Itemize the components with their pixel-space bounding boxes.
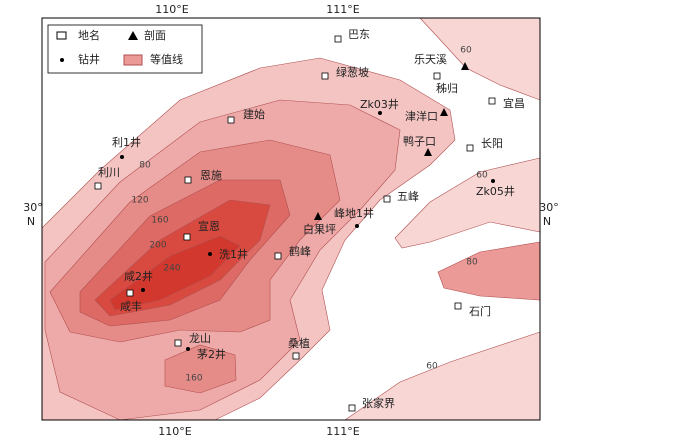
- contour-label: 60: [426, 362, 438, 372]
- profile-label: 白果坪: [303, 222, 336, 236]
- place-marker: [174, 339, 182, 347]
- place-marker: [274, 252, 282, 260]
- profile-label: 乐天溪: [414, 53, 447, 66]
- well-label: 利1井: [112, 135, 141, 149]
- profile-label: 鸭子口: [403, 135, 436, 148]
- well-label: 峰地1井: [334, 206, 374, 220]
- contour-label: 80: [466, 258, 478, 268]
- place-marker: [321, 72, 329, 80]
- place-marker: [292, 352, 300, 360]
- contour-label: 200: [149, 241, 166, 251]
- contour-label: 160: [151, 216, 168, 226]
- place-marker: [94, 182, 102, 190]
- place-marker: [488, 97, 496, 105]
- place-marker: [433, 72, 441, 80]
- place-label: 宣恩: [198, 219, 220, 233]
- place-marker: [454, 302, 462, 310]
- contour-label: 240: [163, 264, 180, 274]
- place-label: 巴东: [348, 28, 370, 41]
- place-marker: [126, 289, 134, 297]
- well-label: 咸2井: [124, 269, 153, 283]
- well-marker: [378, 111, 382, 115]
- contour-area: [164, 344, 237, 394]
- well-label: Zk05井: [476, 184, 515, 198]
- profile-marker: [424, 148, 432, 156]
- place-marker: [184, 176, 192, 184]
- axis-label: 30°: [23, 201, 43, 214]
- place-label: 五峰: [397, 190, 419, 203]
- contours: [41, 17, 541, 421]
- place-label: 恩施: [200, 169, 222, 182]
- legend-label: 剖面: [144, 28, 166, 42]
- legend-label: 地名: [78, 28, 100, 42]
- place-marker: [383, 195, 391, 203]
- well-marker: [491, 179, 495, 183]
- contour-label: 80: [139, 161, 151, 171]
- well-marker: [208, 252, 212, 256]
- profile-marker: [440, 108, 448, 116]
- contour-label: 160: [185, 374, 202, 384]
- place-label: 建始: [243, 107, 265, 121]
- well-marker: [186, 347, 190, 351]
- well-marker: [355, 224, 359, 228]
- place-label: 龙山: [189, 332, 211, 345]
- place-label: 石门: [469, 304, 491, 318]
- profile-label: 津洋口: [405, 109, 438, 123]
- legend-place-icon: [56, 31, 67, 40]
- profile-marker: [461, 62, 469, 70]
- place-marker: [183, 233, 191, 241]
- place-marker: [348, 404, 356, 412]
- legend-label: 等值线: [150, 52, 183, 66]
- place-label: 张家界: [362, 396, 395, 410]
- place-marker: [227, 116, 235, 124]
- well-marker: [120, 155, 124, 159]
- legend-well-icon: [60, 58, 64, 62]
- well-label: 茅2井: [197, 347, 226, 361]
- axis-label: 110°E: [155, 3, 188, 16]
- legend-label: 钻井: [78, 52, 100, 66]
- place-label: 桑植: [288, 336, 310, 350]
- legend-contour-icon: [123, 54, 143, 66]
- place-label: 宜昌: [503, 96, 525, 110]
- place-label: 利川: [98, 166, 120, 179]
- axis-label: 110°E: [158, 425, 191, 438]
- axis-label: 111°E: [326, 425, 359, 438]
- place-marker: [466, 144, 474, 152]
- place-marker: [334, 35, 342, 43]
- place-label: 鹤峰: [289, 244, 311, 258]
- contour-label: 60: [460, 46, 472, 56]
- place-label: 长阳: [481, 137, 503, 150]
- profile-marker: [314, 212, 322, 220]
- place-label: 秭归: [436, 81, 458, 95]
- axis-label: 30°: [539, 201, 559, 214]
- axis-label: 111°E: [326, 3, 359, 16]
- well-label: 洗1井: [219, 247, 248, 261]
- axis-label: N: [27, 215, 35, 228]
- legend-profile-icon: [128, 31, 138, 40]
- contour-label: 60: [476, 171, 488, 181]
- well-label: Zk03井: [360, 97, 399, 111]
- well-marker: [141, 288, 145, 292]
- place-label: 绿葱坡: [336, 65, 369, 79]
- map-frame: [41, 17, 541, 421]
- contour-label: 120: [131, 196, 148, 206]
- axis-label: N: [543, 215, 551, 228]
- place-label: 咸丰: [120, 300, 142, 313]
